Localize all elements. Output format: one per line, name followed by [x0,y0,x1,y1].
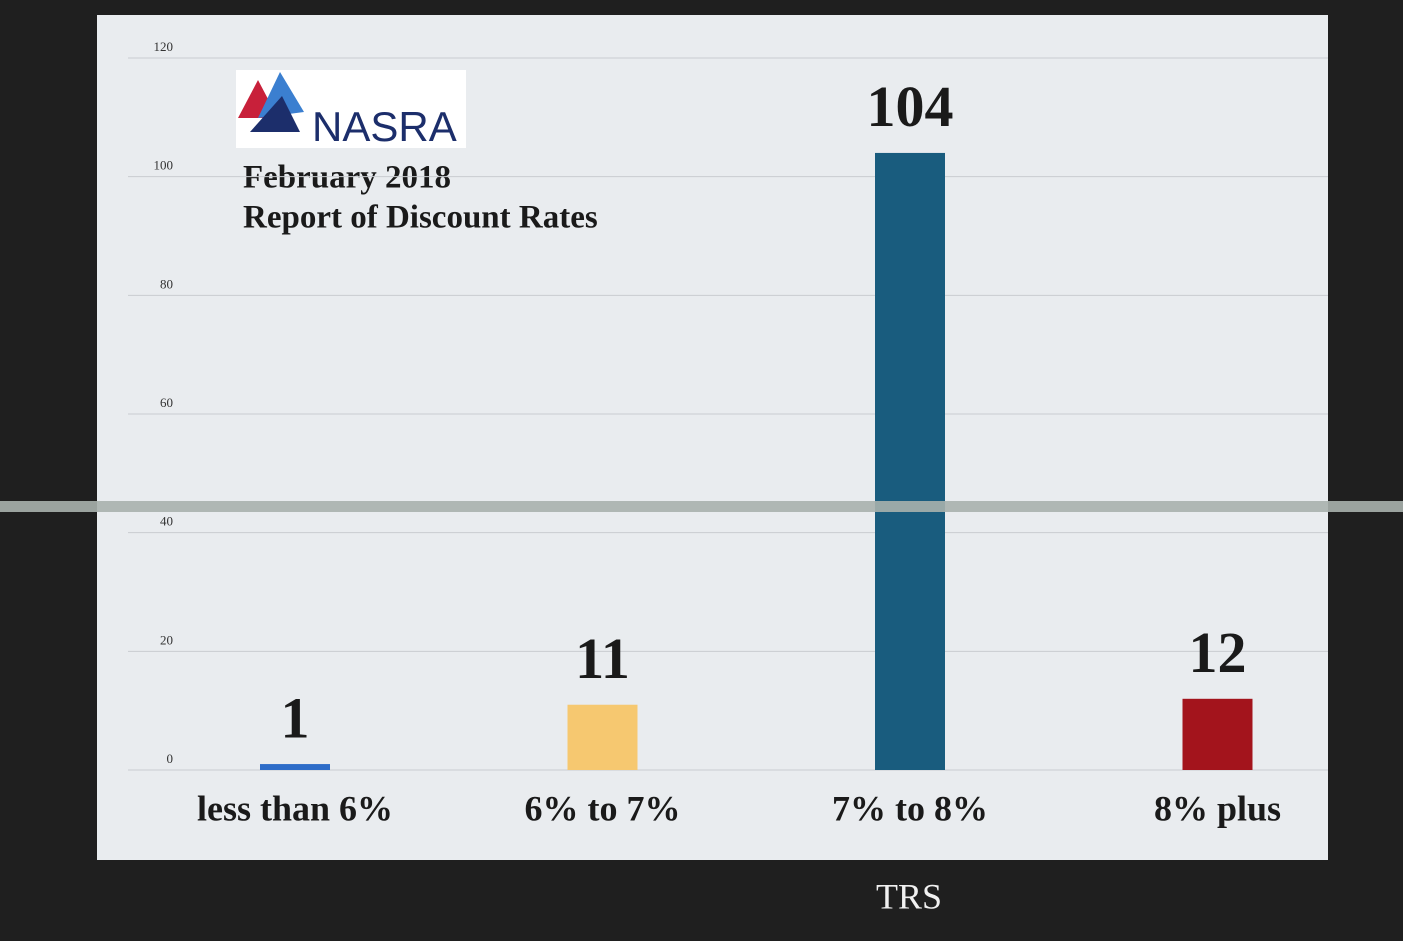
y-tick-label: 80 [160,276,173,291]
x-axis-label: TRS [876,876,942,916]
data-label: 1 [281,685,310,750]
y-tick-label: 40 [160,514,173,529]
plot-panel [97,15,1328,860]
data-label: 104 [867,74,954,139]
logo-triangle [258,72,304,118]
y-tick-label: 0 [167,751,174,766]
chart-title: February 2018 [243,160,451,196]
y-tick-label: 120 [154,39,174,54]
chart-subtitle: Report of Discount Rates [243,200,598,236]
bar [1182,698,1253,770]
bar [260,764,330,770]
y-tick-label: 20 [160,632,173,647]
data-label: 12 [1189,620,1247,685]
bar [875,152,945,770]
bar [567,704,638,770]
logo-text: NASRA [312,103,457,150]
y-tick-label: 60 [160,395,173,410]
x-tick-label: 6% to 7% [525,788,681,828]
y-tick-label: 100 [154,158,174,173]
x-tick-label: less than 6% [197,788,393,828]
x-tick-label: 7% to 8% [832,788,988,828]
x-tick-label: 8% plus [1154,788,1281,828]
logo: NASRA [236,70,466,150]
logo-triangle [250,96,300,132]
data-label: 11 [575,626,630,691]
scan-band [0,501,1403,512]
